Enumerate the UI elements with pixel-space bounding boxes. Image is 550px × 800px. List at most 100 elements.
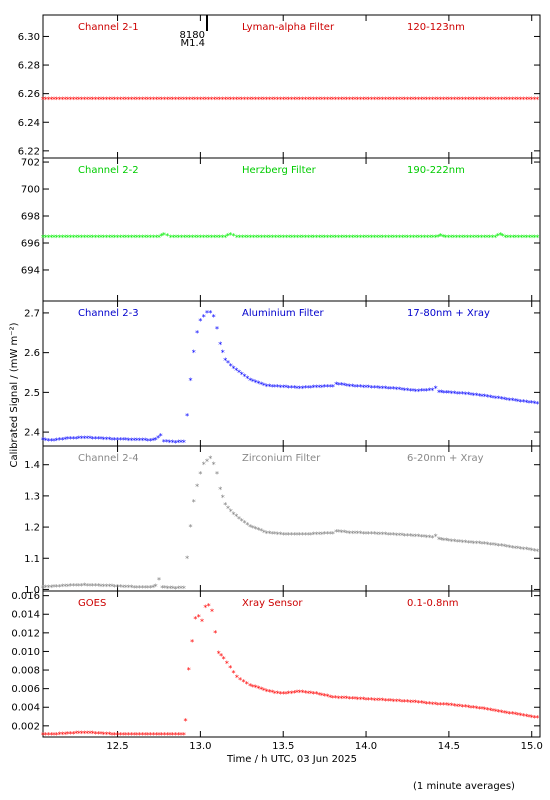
data-point: * [530, 399, 534, 408]
data-point: * [102, 435, 106, 444]
data-point: * [66, 234, 70, 243]
data-point: * [301, 531, 305, 540]
data-point: * [491, 234, 495, 243]
data-point: * [527, 546, 531, 555]
data-point: * [129, 584, 133, 593]
data-point: * [273, 530, 277, 539]
data-point: * [127, 584, 131, 593]
data-point: * [105, 583, 109, 592]
data-point: * [383, 385, 387, 394]
data-point: * [350, 695, 354, 704]
data-point: * [364, 384, 368, 393]
data-point: * [505, 95, 509, 104]
data-point: * [494, 394, 498, 403]
data-point: * [442, 389, 446, 398]
data-point: * [519, 234, 523, 243]
data-point: * [375, 530, 379, 539]
data-point: * [439, 701, 443, 710]
data-point: * [66, 95, 70, 104]
data-point: * [208, 309, 212, 318]
data-point: * [474, 392, 478, 401]
data-point: * [85, 435, 89, 444]
data-point: * [270, 383, 274, 392]
x-tick-label: 12.5 [106, 741, 128, 752]
data-point: * [49, 234, 53, 243]
data-point: * [378, 697, 382, 706]
data-point: * [251, 683, 255, 692]
data-point: * [372, 530, 376, 539]
data-point: * [431, 234, 435, 243]
data-point: * [135, 95, 139, 104]
data-point: * [146, 437, 150, 446]
data-point: * [434, 234, 438, 243]
data-point: * [414, 388, 418, 397]
data-point: * [116, 436, 120, 445]
data-point: * [91, 730, 95, 739]
data-point: * [292, 689, 296, 698]
x-tick-label: 13.5 [272, 741, 294, 752]
data-point: * [278, 383, 282, 392]
data-point: * [527, 399, 531, 408]
data-point: * [80, 582, 84, 591]
data-point: * [370, 95, 374, 104]
data-point: * [200, 618, 204, 627]
data-point: * [439, 232, 443, 241]
y-tick-label: 0.014 [11, 610, 40, 621]
data-point: * [140, 731, 144, 740]
data-point: * [182, 438, 186, 447]
data-point: * [66, 730, 70, 739]
data-point: * [235, 234, 239, 243]
data-point: * [408, 95, 412, 104]
data-point: * [69, 95, 73, 104]
data-point: * [522, 234, 526, 243]
data-point: * [331, 530, 335, 539]
data-point: * [359, 530, 363, 539]
data-point: * [58, 234, 62, 243]
panel-label: Channel 2-1 [78, 22, 139, 33]
data-point: * [185, 412, 189, 421]
data-point: * [168, 95, 172, 104]
data-point: * [441, 233, 445, 242]
data-point: * [314, 531, 318, 540]
data-point: * [488, 95, 492, 104]
data-point: * [193, 234, 197, 243]
data-point: * [256, 526, 260, 535]
data-point: * [168, 438, 172, 447]
data-point: * [375, 384, 379, 393]
panel-1: 6.22 6.24 6.26 6.28 6.30 Channel 2-1 Lyman-alp… [18, 14, 541, 159]
data-point: * [463, 95, 467, 104]
data-point: * [502, 543, 506, 552]
data-point: * [69, 582, 73, 591]
data-point: * [99, 234, 103, 243]
data-point: * [394, 531, 398, 540]
data-point: * [323, 530, 327, 539]
data-point: * [367, 530, 371, 539]
data-point: * [292, 531, 296, 540]
data-point: * [411, 698, 415, 707]
data-point: * [293, 234, 297, 243]
data-point: * [151, 731, 155, 740]
y-tick-label: 2.5 [24, 388, 40, 399]
data-point: * [501, 232, 505, 241]
data-point: * [58, 731, 62, 740]
data-point: * [337, 234, 341, 243]
data-point: * [226, 359, 230, 368]
data-point: * [151, 436, 155, 445]
data-point: * [392, 234, 396, 243]
data-point: * [361, 383, 365, 392]
data-point: * [218, 95, 222, 104]
data-point: * [183, 717, 187, 726]
data-point: * [281, 95, 285, 104]
data-point: * [251, 95, 255, 104]
data-point: * [176, 95, 180, 104]
data-point: * [251, 377, 255, 386]
data-point: * [447, 537, 451, 546]
data-point: * [243, 95, 247, 104]
data-point: * [521, 398, 525, 407]
data-point: * [347, 695, 351, 704]
data-point: * [477, 95, 481, 104]
y-tick-label: 1.3 [24, 491, 40, 502]
data-point: * [210, 234, 214, 243]
data-point: * [80, 435, 84, 444]
data-point: * [82, 434, 86, 443]
